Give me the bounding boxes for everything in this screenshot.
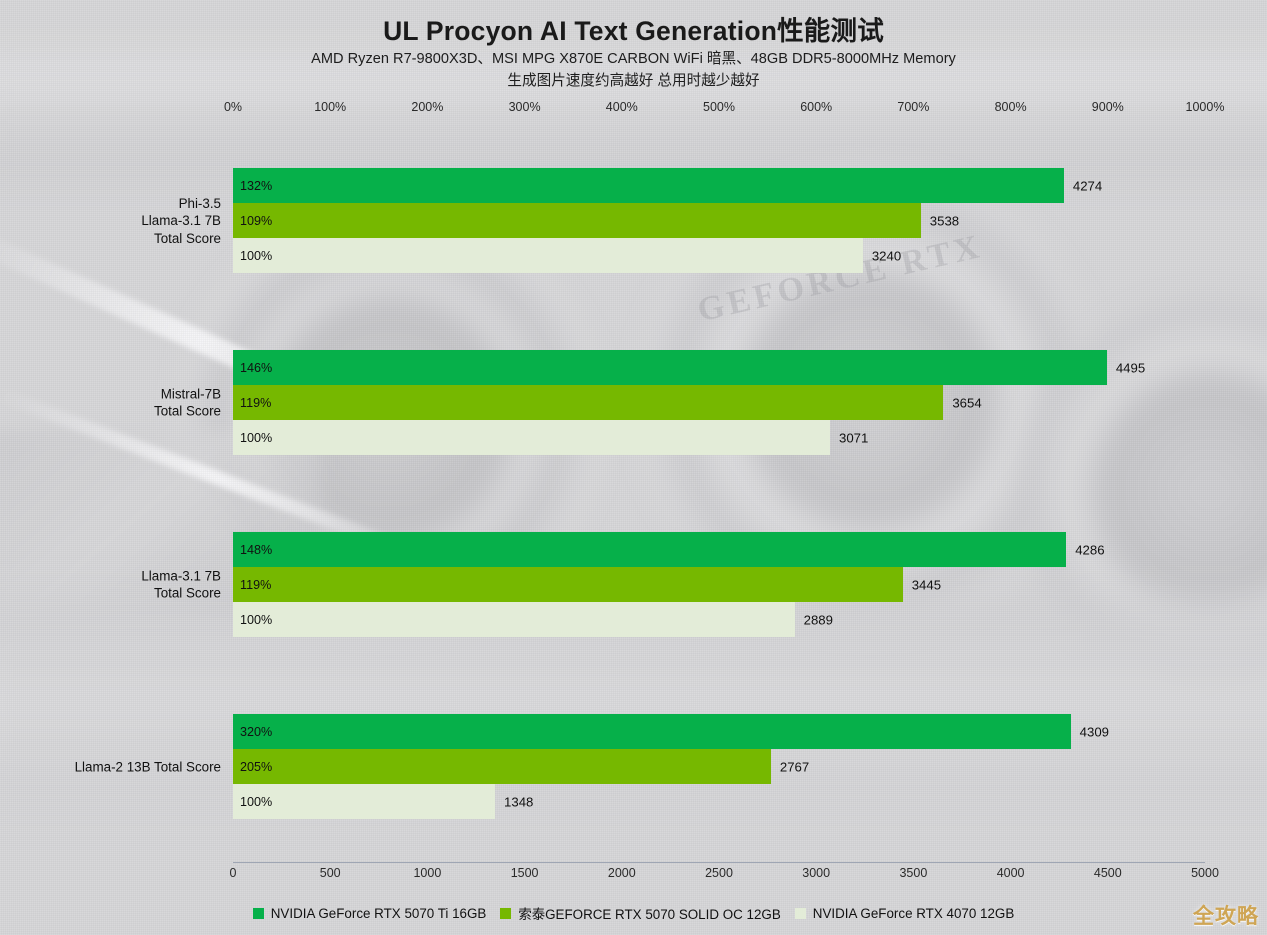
bottom-axis-tick: 2000: [607, 866, 636, 880]
top-percent-axis: 0% 100% 200% 300% 400% 500% 600% 700% 800% 900% 10…: [0, 100, 1267, 120]
bar-value-label: 3240: [871, 248, 902, 263]
bottom-axis-tick: 2500: [705, 866, 733, 880]
bottom-axis-tick: 500: [319, 866, 341, 880]
bar-percent-label: 100%: [240, 248, 273, 263]
bar-value-label: 1348: [504, 794, 534, 809]
category-label: Phi-3.5 Llama-3.1 7B Total Score: [141, 195, 221, 246]
legend-swatch-icon: [500, 907, 512, 919]
bottom-axis-tick: 0: [229, 866, 237, 880]
bottom-axis-tick: 4000: [996, 866, 1025, 880]
chart-subtitle-line-2: 生成图片速度约高越好 总用时越少越好: [507, 73, 760, 89]
bar-value-label: 2767: [779, 759, 810, 774]
bar-row: 320% 4309: [233, 714, 1205, 749]
bar-value-label: 4309: [1079, 724, 1109, 739]
bar[interactable]: 148% 4286: [233, 532, 1105, 567]
bar-value-label: 2889: [803, 612, 833, 627]
bottom-axis-tick: 1000: [413, 866, 442, 880]
category-label: Llama-3.1 7B Total Score: [141, 568, 221, 601]
top-axis-tick: 1000%: [1185, 100, 1225, 114]
top-axis-tick: 0%: [223, 100, 243, 114]
bar[interactable]: 100% 2889: [233, 602, 833, 637]
bar[interactable]: 205% 2767: [233, 749, 809, 784]
chart-title: UL Procyon AI Text Generation性能测试: [383, 16, 884, 46]
gpu-shroud-highlight: [0, 60, 1267, 180]
bottom-axis-tick: 5000: [1191, 866, 1219, 880]
bar-percent-label: 320%: [240, 724, 273, 739]
bar[interactable]: 100% 3071: [233, 420, 868, 455]
bar-row: 119% 3445: [233, 567, 1205, 602]
bar[interactable]: 100% 1348: [233, 784, 533, 819]
bar[interactable]: 320% 4309: [233, 714, 1109, 749]
bottom-axis-tick: 1500: [510, 866, 539, 880]
bar-percent-label: 205%: [240, 759, 273, 774]
bar-percent-label: 146%: [240, 360, 273, 375]
bar-percent-label: 109%: [240, 213, 273, 228]
plot-area: Phi-3.5 Llama-3.1 7B Total Score 132% 4274…: [75, 150, 1205, 862]
bottom-axis-line: [233, 862, 1205, 863]
bar[interactable]: 109% 3538: [233, 203, 959, 238]
legend-swatch-icon: [794, 907, 806, 919]
bar[interactable]: 132% 4274: [233, 168, 1102, 203]
bar-row: 146% 4495: [233, 350, 1205, 385]
bar-row: 132% 4274: [233, 168, 1205, 203]
top-axis-tick: 500%: [703, 100, 735, 114]
bar-percent-label: 119%: [240, 395, 272, 410]
bar-value-label: 3071: [839, 430, 869, 445]
bottom-axis-tick: 3500: [899, 866, 928, 880]
bar-row: 119% 3654: [233, 385, 1205, 420]
top-axis-tick: 200%: [411, 100, 444, 114]
legend-label: NVIDIA GeForce RTX 4070 12GB: [812, 905, 1015, 921]
bar-percent-label: 100%: [240, 612, 273, 627]
bar-group: Mistral-7B Total Score 146% 4495 119% 3654 10…: [154, 350, 1205, 455]
bar-value-label: 4274: [1072, 178, 1103, 193]
top-axis-tick: 600%: [800, 100, 833, 114]
bar-value-label: 3445: [911, 577, 942, 592]
bar-value-label: 3538: [929, 213, 960, 228]
bar-row: 100% 3240: [233, 238, 1205, 273]
bar-value-label: 3654: [952, 395, 982, 410]
bar-percent-label: 132%: [240, 178, 273, 193]
bar[interactable]: 146% 4495: [233, 350, 1145, 385]
bar[interactable]: 100% 3240: [233, 238, 901, 273]
chart-subtitle-line-1: AMD Ryzen R7-9800X3D、MSI MPG X870E CARBO…: [311, 51, 956, 67]
bar-row: 100% 2889: [233, 602, 1205, 637]
bar-percent-label: 100%: [240, 430, 273, 445]
bar-row: 100% 1348: [233, 784, 1205, 819]
legend-swatch-icon: [252, 907, 264, 919]
top-axis-tick: 700%: [897, 100, 930, 114]
top-axis-tick: 100%: [314, 100, 347, 114]
bar[interactable]: 119% 3654: [233, 385, 982, 420]
category-label: Llama-2 13B Total Score: [74, 758, 221, 774]
bar-value-label: 4495: [1115, 360, 1146, 375]
bottom-axis-tick: 4500: [1093, 866, 1122, 880]
bar-row: 100% 3071: [233, 420, 1205, 455]
top-axis-tick: 900%: [1091, 100, 1124, 114]
bar[interactable]: 119% 3445: [233, 567, 941, 602]
legend-item[interactable]: NVIDIA GeForce RTX 4070 12GB: [794, 905, 1015, 921]
bar-group: Llama-3.1 7B Total Score 148% 4286 119% 3445…: [141, 532, 1205, 637]
bar-row: 109% 3538: [233, 203, 1205, 238]
bar-percent-label: 119%: [240, 577, 272, 592]
top-axis-tick: 800%: [994, 100, 1027, 114]
top-axis-tick: 400%: [605, 100, 638, 114]
bar-row: 205% 2767: [233, 749, 1205, 784]
bottom-score-axis: 0 500 1000 1500 2000 2500 3000 3500 4000 4500 5000: [0, 866, 1267, 890]
category-label: Mistral-7B Total Score: [154, 386, 221, 419]
bar-row: 148% 4286: [233, 532, 1205, 567]
bar-percent-label: 100%: [240, 794, 273, 809]
bar-value-label: 4286: [1075, 542, 1105, 557]
bar-group: Phi-3.5 Llama-3.1 7B Total Score 132% 4274…: [141, 168, 1205, 273]
legend-item[interactable]: 索泰GEFORCE RTX 5070 SOLID OC 12GB: [500, 903, 781, 923]
bottom-axis-tick: 3000: [802, 866, 831, 880]
legend-label: 索泰GEFORCE RTX 5070 SOLID OC 12GB: [518, 907, 781, 922]
top-axis-tick: 300%: [508, 100, 541, 114]
legend-item[interactable]: NVIDIA GeForce RTX 5070 Ti 16GB: [252, 905, 487, 921]
bar-percent-label: 148%: [240, 542, 273, 557]
chart-legend: NVIDIA GeForce RTX 5070 Ti 16GB 索泰GEFORCE…: [0, 903, 1267, 923]
site-watermark: 全攻略: [1193, 905, 1259, 928]
bar-group: Llama-2 13B Total Score 320% 4309 205% 2767 1…: [75, 714, 1205, 819]
legend-label: NVIDIA GeForce RTX 5070 Ti 16GB: [270, 905, 487, 921]
